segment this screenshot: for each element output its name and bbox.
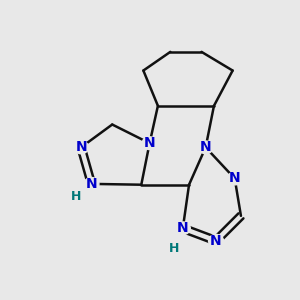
Ellipse shape — [227, 172, 242, 185]
Text: N: N — [75, 140, 87, 154]
Ellipse shape — [208, 234, 224, 247]
Text: N: N — [229, 172, 241, 185]
Text: H: H — [70, 190, 81, 203]
Text: N: N — [200, 140, 212, 154]
Ellipse shape — [198, 141, 213, 154]
Ellipse shape — [175, 222, 190, 235]
Text: N: N — [177, 221, 189, 235]
Text: H: H — [169, 242, 179, 255]
Ellipse shape — [142, 137, 157, 149]
Ellipse shape — [84, 178, 99, 190]
Text: N: N — [86, 177, 97, 191]
Ellipse shape — [74, 141, 88, 154]
Text: N: N — [210, 234, 222, 248]
Text: N: N — [144, 136, 155, 150]
